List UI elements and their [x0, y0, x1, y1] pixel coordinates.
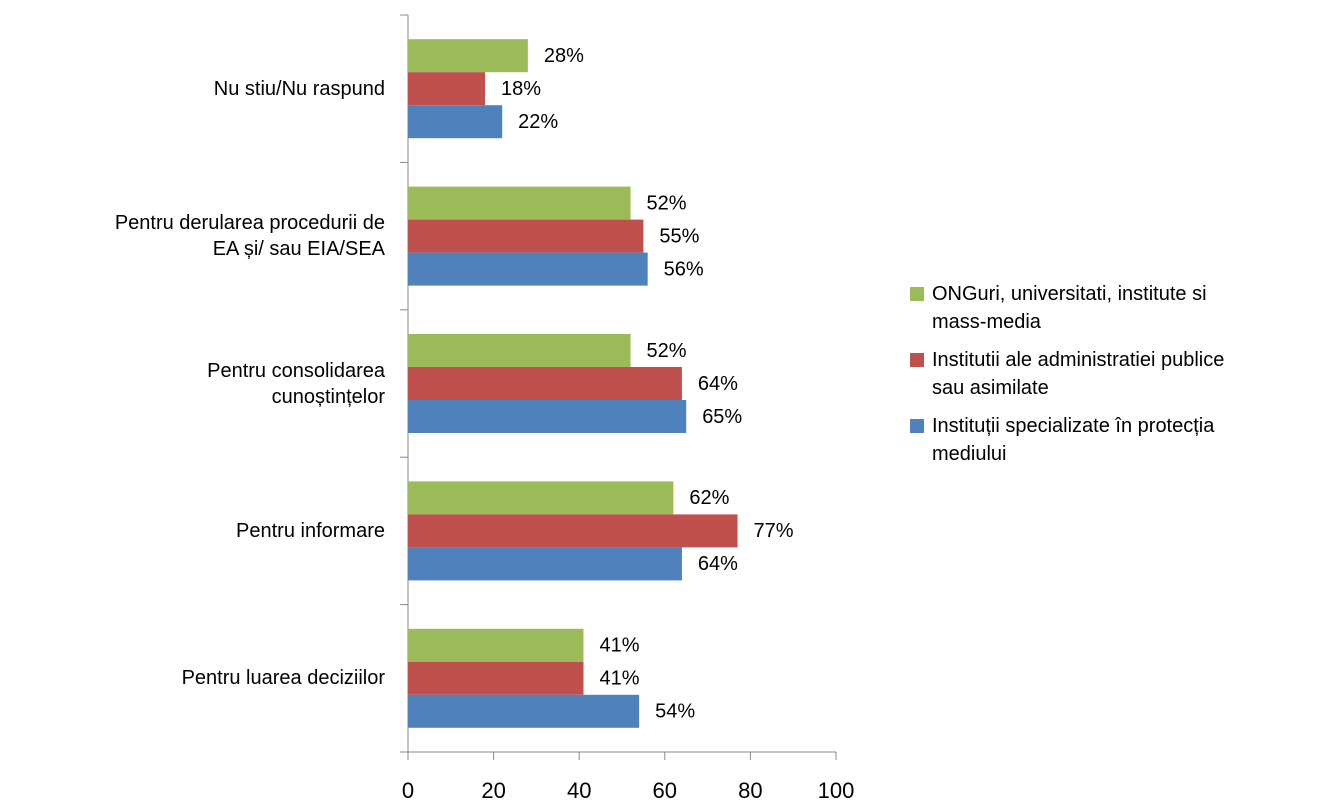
x-tick-label: 0 [402, 778, 414, 803]
value-label: 41% [599, 668, 639, 690]
value-label: 52% [647, 340, 687, 362]
value-label: 54% [655, 701, 695, 723]
bar [408, 186, 631, 220]
bar [408, 628, 584, 662]
value-label: 77% [754, 520, 794, 542]
x-tick-label: 40 [567, 778, 591, 803]
category-label: Nu stiu/Nu raspund [213, 77, 385, 100]
value-label: 52% [647, 192, 687, 214]
x-tick-label: 60 [653, 778, 677, 803]
x-tick-label: 20 [481, 778, 505, 803]
bar [408, 481, 674, 515]
bar [408, 661, 584, 695]
legend-swatch [910, 419, 924, 433]
bar [408, 72, 486, 106]
bar [408, 400, 687, 433]
value-label: 18% [501, 78, 541, 100]
bar [408, 39, 528, 73]
legend-swatch [910, 353, 924, 367]
legend-label: ONGuri, universitati, institute si mass-… [932, 283, 1207, 333]
legend-label: Instituții specializate în protecția med… [932, 415, 1215, 465]
bar [408, 334, 631, 367]
bar [408, 694, 640, 728]
bar [408, 514, 738, 548]
x-tick-label: 100 [818, 778, 855, 803]
legend-swatch [910, 287, 924, 301]
bar [408, 547, 682, 581]
value-label: 64% [698, 373, 738, 395]
value-label: 41% [599, 635, 639, 657]
category-label: Pentru luarea deciziilor [181, 667, 385, 690]
value-label: 64% [698, 553, 738, 575]
value-label: 55% [659, 225, 699, 247]
x-tick-label: 80 [738, 778, 762, 803]
bar [408, 219, 644, 253]
category-label: Pentru informare [236, 519, 385, 542]
category-label: Pentru consolidarea cunoștințelor [207, 359, 385, 408]
value-label: 22% [518, 111, 558, 133]
value-label: 56% [664, 258, 704, 280]
category-label: Pentru derularea procedurii de EA și/ sa… [114, 212, 385, 261]
bar [408, 367, 682, 400]
value-label: 28% [544, 45, 584, 67]
value-label: 65% [702, 406, 742, 428]
bar [408, 252, 648, 286]
legend-label: Institutii ale administratiei publice sa… [932, 349, 1225, 399]
value-label: 62% [689, 487, 729, 509]
bar [408, 105, 503, 139]
